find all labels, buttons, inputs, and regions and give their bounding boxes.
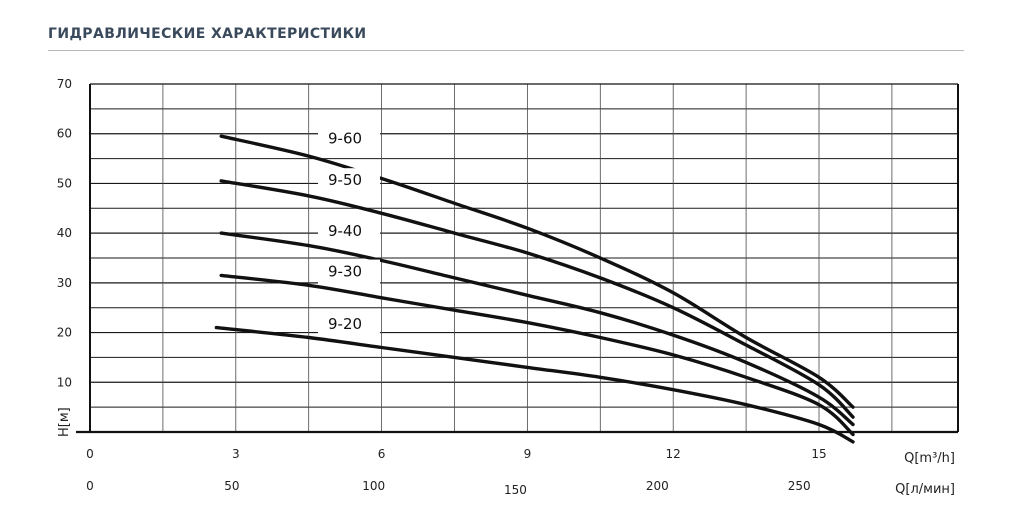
y-tick-label: 30 xyxy=(57,276,72,290)
series-label-9-20: 9-20 xyxy=(328,315,362,333)
x-secondary-tick-label: 100 xyxy=(362,479,385,493)
series-label-group: 9-50 xyxy=(318,168,380,193)
plot-frame xyxy=(76,83,959,434)
series-line-9-40 xyxy=(219,231,855,427)
series-label-group: 9-40 xyxy=(318,218,380,243)
y-tick-label: 20 xyxy=(57,326,72,340)
series-label-background xyxy=(318,126,380,151)
x-axis-secondary-label: Q[л/мин] xyxy=(895,482,955,497)
series-label-background xyxy=(318,168,380,193)
x-secondary-tick-label: 150 xyxy=(504,483,527,497)
x-axis-label: Q[m³/h] xyxy=(904,451,955,466)
x-axis-secondary-ticks: 0 50 100 150 200 250 xyxy=(86,479,810,497)
series-label-9-60: 9-60 xyxy=(328,130,362,148)
x-secondary-tick-label: 250 xyxy=(788,479,811,493)
y-tick-label: 10 xyxy=(57,375,72,389)
series-label-9-30: 9-30 xyxy=(328,263,362,281)
series-label-group: 9-60 xyxy=(318,126,380,151)
series-lines: 9-60 9-50 9-40 9-30 9-20 xyxy=(214,126,855,444)
x-tick-label: 3 xyxy=(232,447,240,461)
series-label-group: 9-30 xyxy=(318,259,380,284)
x-tick-label: 0 xyxy=(86,447,94,461)
series-label-background xyxy=(318,218,380,243)
page-title: ГИДРАВЛИЧЕСКИЕ ХАРАКТЕРИСТИКИ xyxy=(48,26,367,42)
series-label-background xyxy=(318,311,380,336)
series-line-9-60 xyxy=(219,134,855,409)
x-secondary-tick-label: 200 xyxy=(646,479,669,493)
series-label-9-50: 9-50 xyxy=(328,171,362,189)
series-label-group: 9-20 xyxy=(318,311,380,336)
x-tick-label: 12 xyxy=(666,447,681,461)
series-label-9-40: 9-40 xyxy=(328,222,362,240)
y-tick-label: 70 xyxy=(57,77,72,91)
x-tick-label: 9 xyxy=(524,447,532,461)
y-tick-label: 40 xyxy=(57,226,72,240)
y-tick-label: 50 xyxy=(57,176,72,190)
x-axis-ticks: 0 3 6 9 12 15 xyxy=(86,447,826,461)
series-line-9-30 xyxy=(219,273,855,437)
title-divider xyxy=(48,50,964,51)
x-secondary-tick-label: 50 xyxy=(224,479,239,493)
series-line-9-50 xyxy=(219,179,855,419)
series-label-background xyxy=(318,259,380,284)
y-axis-ticks: 10 20 30 40 50 60 70 xyxy=(57,77,72,389)
x-tick-label: 15 xyxy=(811,447,826,461)
series-line-9-20 xyxy=(214,325,855,444)
x-secondary-tick-label: 0 xyxy=(86,479,94,493)
x-tick-label: 6 xyxy=(378,447,386,461)
y-axis-label: H[м] xyxy=(57,407,72,437)
y-tick-label: 60 xyxy=(57,127,72,141)
